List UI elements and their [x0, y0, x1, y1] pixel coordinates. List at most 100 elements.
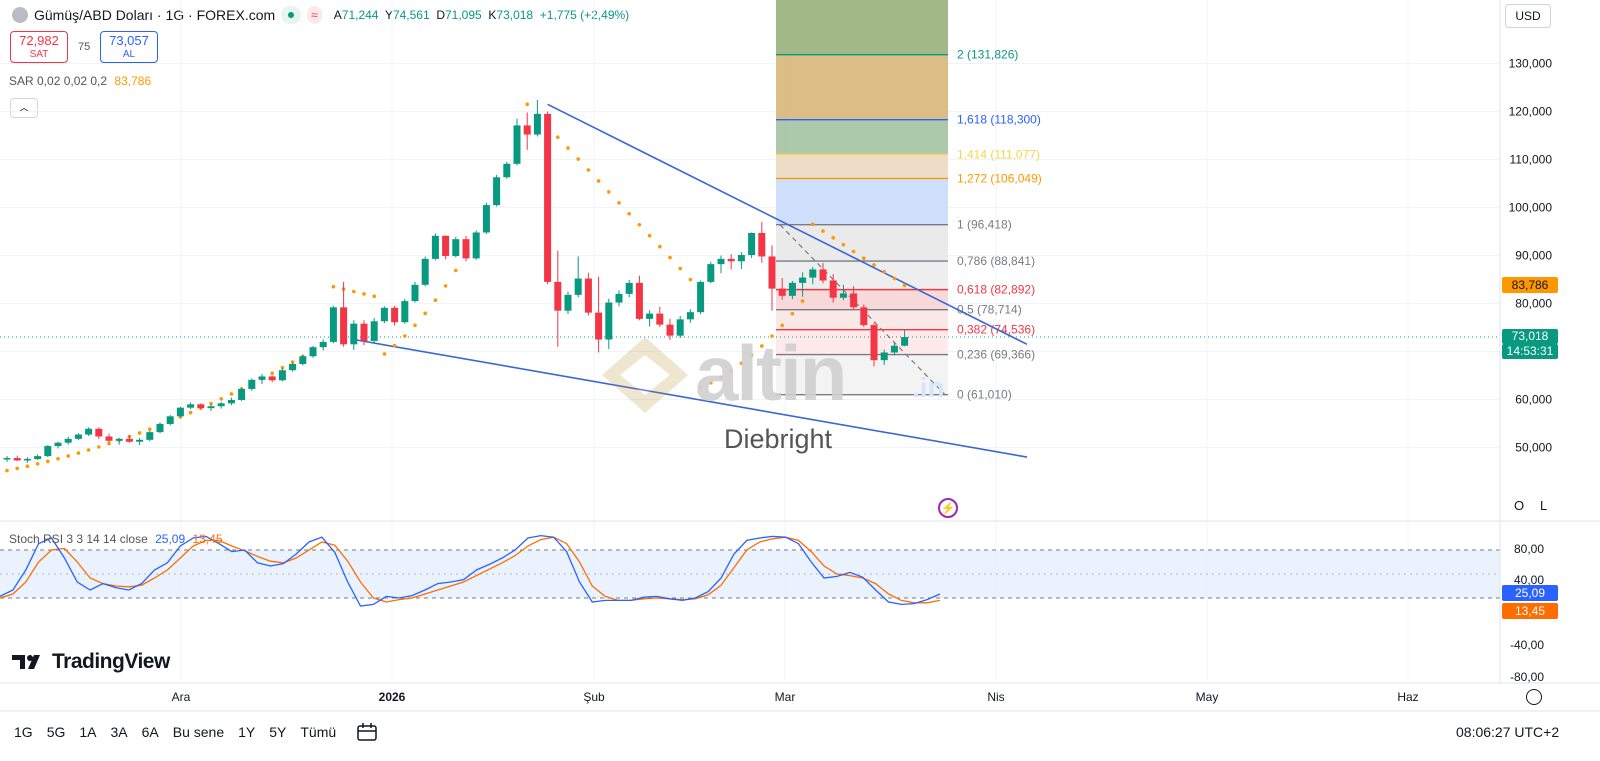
sar-dot — [352, 289, 356, 294]
y-tick-label: 100,000 — [1509, 201, 1553, 215]
last-price-tag: 73,018 — [1502, 329, 1558, 344]
sar-dot — [841, 242, 846, 247]
sar-dot — [15, 466, 19, 471]
candle-body — [370, 321, 378, 341]
x-tick-label: Haz — [1397, 690, 1418, 704]
symbol-title[interactable]: Gümüş/ABD Doları · 1G · FOREX.com — [34, 7, 276, 23]
range-all[interactable]: Tümü — [300, 724, 337, 740]
fib-level-label: 1,414 (111,077) — [957, 147, 1040, 161]
candle-body — [737, 255, 745, 262]
trendline — [547, 103, 1028, 346]
sar-dot — [25, 464, 30, 469]
candle-body — [676, 319, 684, 336]
candle-body — [707, 264, 715, 282]
candle-body — [3, 458, 11, 460]
fib-zone — [776, 119, 948, 155]
candle-body — [156, 423, 164, 433]
candle-body — [493, 177, 501, 206]
flash-icon[interactable]: ⚡ — [938, 498, 958, 518]
settings-gear-icon[interactable] — [1526, 689, 1542, 705]
candle-body — [350, 323, 358, 345]
chart-button-o[interactable]: O — [1514, 498, 1525, 513]
trendline — [353, 338, 1028, 458]
range-5g[interactable]: 5G — [46, 724, 66, 740]
candle-body — [166, 416, 174, 424]
range-3a[interactable]: 3A — [110, 724, 128, 740]
candle-body — [605, 302, 613, 340]
x-tick-label: Mar — [775, 690, 796, 704]
candle-body — [13, 458, 21, 461]
range-5y[interactable]: 5Y — [269, 724, 287, 740]
candle-body — [656, 313, 664, 325]
candle-body — [799, 277, 807, 283]
range-1a[interactable]: 1A — [79, 724, 97, 740]
sell-button[interactable]: 72,982 SAT — [10, 31, 68, 63]
timeframe-bar: 1G 5G 1A 3A 6A Bu sene 1Y 5Y Tümü — [14, 722, 378, 742]
sar-dot — [454, 268, 458, 273]
candle-body — [187, 404, 195, 408]
fib-zone — [776, 154, 948, 179]
range-ytd[interactable]: Bu sene — [172, 724, 225, 740]
chevron-up-icon: ︿ — [18, 102, 30, 114]
candle-body — [697, 281, 705, 313]
stoch-d-tag: 13,45 — [1502, 603, 1558, 619]
fib-level-label: 0,236 (69,366) — [957, 348, 1035, 362]
sar-legend[interactable]: SAR 0,02 0,02 0,2 83,786 — [9, 74, 152, 88]
sar-dot — [637, 222, 642, 227]
stoch-y-tick-label: -40,00 — [1510, 638, 1544, 652]
candle-body — [646, 313, 654, 319]
candle-body — [839, 293, 847, 298]
chart-button-l[interactable]: L — [1540, 498, 1548, 513]
stoch-k-tag: 25,09 — [1502, 585, 1558, 601]
change-value: +1,775 (+2,49%) — [539, 8, 630, 22]
candle-body — [574, 278, 582, 295]
candle-body — [309, 347, 317, 357]
ohlc-readout: A71,244 Y74,561 D71,095 K73,018 +1,775 (… — [333, 8, 630, 22]
sar-dot — [188, 410, 193, 415]
author-name: Diebright — [724, 424, 833, 454]
sar-dot — [760, 344, 764, 348]
x-tick-label: Şub — [583, 690, 605, 704]
fib-level-label: 1 (96,418) — [957, 218, 1012, 232]
altin-watermark — [600, 335, 690, 420]
sar-dot — [729, 368, 733, 373]
clock[interactable]: 08:06:27 UTC+2 — [1456, 724, 1560, 740]
candle-body — [513, 125, 521, 164]
sar-dot — [382, 352, 387, 356]
sar-dot — [229, 392, 234, 396]
symbol-header[interactable]: Gümüş/ABD Doları · 1G · FOREX.com ≈ A71,… — [12, 6, 629, 24]
stoch-y-tick-label: 80,00 — [1514, 542, 1544, 556]
candle-body — [95, 428, 103, 437]
candle-body — [380, 307, 388, 322]
range-6a[interactable]: 6A — [141, 724, 159, 740]
currency-button[interactable]: USD — [1505, 4, 1551, 28]
tradingview-logo[interactable]: TradingView — [12, 650, 170, 674]
candle-body — [462, 239, 470, 259]
candle-body — [401, 301, 409, 323]
calendar-icon[interactable] — [356, 722, 378, 742]
sar-dot — [821, 229, 825, 233]
candle-body — [23, 459, 31, 461]
candle-body — [136, 439, 144, 442]
sar-dot — [66, 454, 70, 458]
fib-zone — [776, 0, 948, 55]
candle-body — [360, 323, 368, 341]
sar-dot — [892, 276, 897, 281]
buy-button[interactable]: 73,057 AL — [100, 31, 158, 63]
candle-body — [778, 288, 786, 296]
candle-body — [115, 438, 123, 441]
fib-level-label: 0,5 (78,714) — [957, 303, 1022, 317]
tradingview-logo-icon — [12, 655, 40, 669]
candle-body — [289, 363, 297, 371]
candle-body — [248, 379, 256, 389]
collapse-legend-button[interactable]: ︿ — [10, 98, 38, 118]
candle-body — [595, 312, 603, 340]
range-1g[interactable]: 1G — [14, 724, 33, 740]
sar-dot — [658, 244, 662, 249]
spread-value: 75 — [78, 41, 91, 53]
candle-body — [452, 239, 460, 256]
range-1y[interactable]: 1Y — [238, 724, 256, 740]
stoch-legend[interactable]: Stoch RSI 3 3 14 14 close 25,09 13,45 — [9, 532, 223, 546]
candle-body — [34, 456, 42, 460]
